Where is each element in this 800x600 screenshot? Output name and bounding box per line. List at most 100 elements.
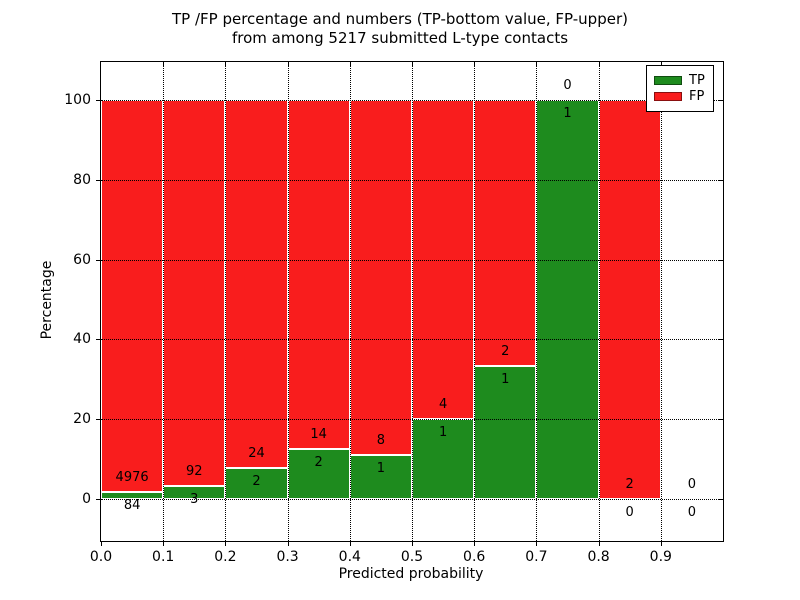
x-tick-mark-top [225,62,227,66]
fp-count-label: 4976 [115,470,149,486]
bar-segment-fp [474,100,537,366]
gridline-horizontal [101,339,723,341]
bar-segment-tp [101,492,164,499]
tp-count-label: 3 [190,492,199,508]
legend-entry-tp: TP [654,74,707,87]
gridline-vertical [598,62,600,541]
y-tick-mark [96,100,101,101]
gridline-vertical [474,62,476,541]
y-tick-mark [96,339,101,341]
y-tick-label: 20 [73,411,91,428]
plot-area: 0.0 0.1 0.2 0.3 0.4 0.5 0.6 0.7 0.8 0.9 0 20 40 60 80 1… [64,61,724,565]
tp-count-label: 1 [438,425,448,441]
x-tick-label: 0.9 [649,549,672,565]
y-tick-mark-right [719,100,723,101]
x-tick-mark [412,541,413,546]
gridline-vertical [536,62,538,541]
fp-count-label: 2 [625,477,634,492]
chart-title: TP /FP percentage and numbers (TP-bottom… [0,10,800,48]
tp-count-label: 1 [376,460,386,476]
x-tick-mark-top [660,62,662,66]
gridline-horizontal [101,179,723,181]
gridline-vertical [163,62,165,541]
gridline-horizontal [101,259,723,261]
bar-segment-tp [225,468,288,499]
x-tick-mark [287,541,289,546]
y-tick-mark-right [719,259,723,261]
tp-count-label: 84 [123,498,141,514]
y-tick-mark [96,499,101,500]
fp-count-label: 0 [687,477,697,492]
y-tick-mark-right [719,419,723,421]
legend-label-fp: FP [689,89,705,104]
gridline-horizontal [101,100,723,101]
fp-count-label: 92 [186,464,203,480]
bar-segment-fp [101,100,164,493]
fp-count-label: 14 [310,427,327,443]
y-tick-label: 80 [73,171,91,188]
y-tick-mark [96,259,101,261]
gridline-horizontal [101,499,723,500]
x-tick-mark [101,541,102,546]
x-tick-mark-top [412,62,413,66]
x-tick-label: 0.1 [152,549,175,565]
x-tick-label: 0.4 [338,549,361,565]
y-tick-mark [96,419,101,421]
fp-count-label: 8 [376,432,386,448]
x-tick-mark-top [536,62,538,66]
x-tick-label: 0.2 [214,549,237,565]
tp-color-swatch [654,76,682,85]
fp-count-label: 4 [438,397,448,413]
y-tick-label: 60 [73,251,91,268]
bar-segment-fp [598,100,661,499]
bar-segment-fp [349,100,412,455]
y-tick-label: 100 [64,92,91,108]
bar-segment-tp [287,449,350,499]
fp-count-label: 24 [248,446,265,462]
y-tick-mark [96,179,101,181]
x-tick-mark-top [349,62,351,66]
bar-segment-fp [287,100,350,450]
chart-title-line1: TP /FP percentage and numbers (TP-bottom… [172,10,628,28]
x-tick-mark [349,541,351,546]
x-tick-mark [474,541,476,546]
x-tick-mark [536,541,538,546]
legend-entry-fp: FP [654,90,707,103]
tp-count-label: 0 [687,505,697,520]
y-axis-label: Percentage [39,260,55,340]
tp-count-label: 1 [501,372,510,387]
x-tick-label: 0.6 [463,549,486,565]
legend: TP FP [646,65,714,112]
x-tick-label: 0.0 [89,549,113,565]
gridline-vertical [660,62,662,541]
bar-segment-fp [163,100,226,487]
y-tick-mark-right [719,339,723,341]
x-tick-mark-top [287,62,289,66]
y-tick-label: 0 [82,491,91,507]
x-axis-label: Predicted probability [338,566,484,582]
fp-color-swatch [654,92,682,101]
tp-count-label: 2 [252,474,261,490]
x-tick-mark [163,541,165,546]
x-tick-label: 0.3 [276,549,299,565]
x-tick-mark-top [598,62,600,66]
x-tick-mark-top [163,62,165,66]
legend-label-tp: TP [689,73,705,88]
gridline-vertical [349,62,351,541]
y-tick-mark-right [719,179,723,181]
tp-count-label: 2 [314,455,323,471]
chart-title-line2: from among 5217 submitted L-type contact… [231,29,569,47]
gridline-horizontal [101,419,723,421]
bar-segment-tp [536,100,599,499]
x-tick-label: 0.5 [400,549,424,565]
tp-count-label: 0 [625,505,634,520]
x-tick-mark [598,541,600,546]
y-tick-mark-right [719,499,723,500]
x-tick-mark [225,541,227,546]
x-tick-label: 0.8 [587,549,610,565]
gridline-vertical [225,62,227,541]
x-tick-mark [660,541,662,546]
y-tick-label: 40 [73,331,91,348]
gridline-vertical [287,62,289,541]
